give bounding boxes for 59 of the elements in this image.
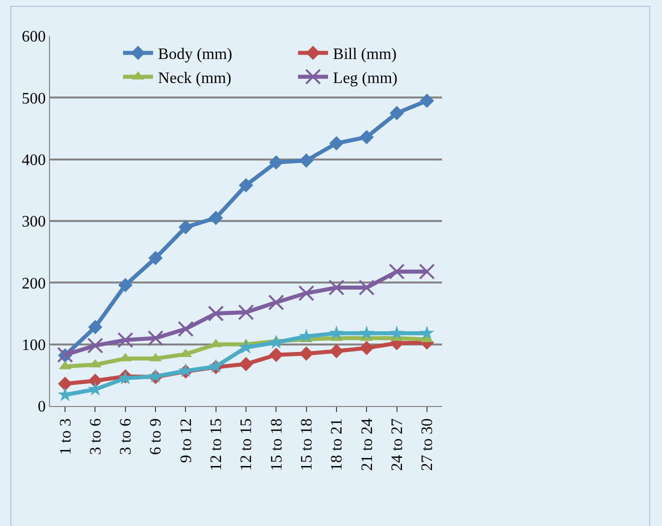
x-tick-label: 1 to 3 <box>57 418 74 455</box>
point <box>268 294 284 310</box>
y-tick-label: 100 <box>22 336 46 354</box>
y-tick-label: 600 <box>22 28 46 46</box>
point <box>358 280 375 296</box>
point <box>178 220 193 234</box>
point <box>208 306 224 322</box>
point <box>359 130 374 144</box>
point <box>329 344 344 358</box>
point <box>269 155 284 170</box>
point <box>148 250 163 266</box>
x-tick-label: 18 to 21 <box>328 418 346 471</box>
point <box>329 326 344 340</box>
point <box>420 94 434 108</box>
point <box>329 136 344 150</box>
point <box>148 330 164 346</box>
point <box>298 285 314 302</box>
x-tick-label: 9 to 12 <box>178 418 195 463</box>
point <box>88 374 102 388</box>
point <box>299 346 314 361</box>
point <box>389 326 404 340</box>
x-tick-label: 15 to 18 <box>268 418 286 471</box>
point <box>359 340 374 356</box>
x-tick-label: 21 to 24 <box>358 418 376 471</box>
x-tick-label: 12 to 15 <box>238 418 256 471</box>
point <box>178 320 194 337</box>
point <box>238 178 254 192</box>
point <box>420 326 434 340</box>
point <box>58 376 72 391</box>
point <box>208 210 223 226</box>
point <box>88 320 102 334</box>
x-tick-label: 24 to 27 <box>388 418 406 471</box>
legend-label: Bill (mm) <box>333 46 397 64</box>
y-tick-label: 500 <box>22 90 46 108</box>
point <box>328 280 344 296</box>
x-tick-label: 3 to 6 <box>87 418 104 455</box>
point <box>238 304 254 320</box>
point <box>269 348 284 362</box>
point <box>388 264 405 280</box>
point <box>118 278 133 292</box>
point <box>87 338 104 354</box>
x-tick-label: 6 to 9 <box>148 418 165 455</box>
point <box>238 356 254 372</box>
y-tick-label: 0 <box>38 398 46 416</box>
y-tick-label: 300 <box>22 214 46 231</box>
point <box>299 153 314 168</box>
legend-label: Body (mm) <box>158 46 232 64</box>
y-tick-label: 200 <box>22 275 46 292</box>
x-tick-label: 27 to 30 <box>419 418 436 471</box>
point <box>117 332 134 348</box>
legend-label: Leg (mm) <box>333 70 398 87</box>
y-tick-label: 400 <box>22 152 46 169</box>
point <box>359 326 374 340</box>
x-tick-label: 3 to 6 <box>118 418 135 455</box>
point <box>418 264 435 280</box>
legend-label: Neck (mm) <box>158 70 232 87</box>
x-tick-label: 15 to 18 <box>298 418 316 471</box>
point <box>390 106 404 120</box>
x-tick-label: 12 to 15 <box>208 418 226 471</box>
